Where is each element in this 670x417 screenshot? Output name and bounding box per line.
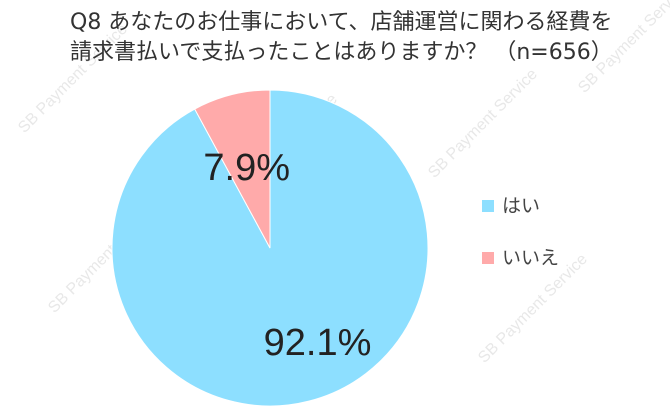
chart-title-line-2: 請求書払いで支払ったことはありますか？ （n=656）: [70, 40, 613, 65]
chart-legend: はい いいえ: [482, 192, 559, 296]
legend-item-yes: はい: [482, 192, 559, 220]
chart-title-line-1: Q8 あなたのお仕事において、店舗運営に関わる経費を: [70, 10, 613, 35]
legend-swatch-yes: [482, 200, 494, 212]
pie-slices: [111, 89, 429, 407]
chart-title: Q8 あなたのお仕事において、店舗運営に関わる経費を 請求書払いで支払ったことは…: [70, 8, 630, 68]
pie-labels: 92.1% 7.9%: [203, 147, 371, 364]
legend-label-no: いいえ: [502, 246, 560, 269]
pie-data-label-yes: 92.1%: [264, 322, 372, 364]
legend-swatch-no: [482, 252, 494, 264]
pie-data-label-no: 7.9%: [203, 147, 290, 189]
pie-slice-no: [194, 89, 271, 249]
legend-label-yes: はい: [502, 194, 541, 217]
legend-item-no: いいえ: [482, 244, 559, 272]
